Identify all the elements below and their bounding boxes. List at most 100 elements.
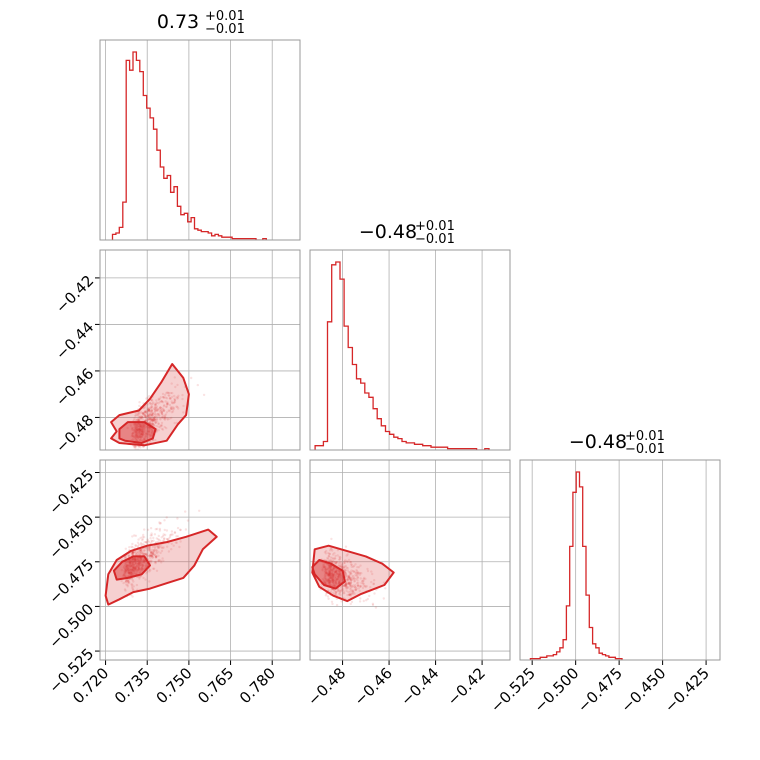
sample-dot — [156, 552, 159, 555]
sample-dot — [144, 552, 147, 556]
sample-dot — [326, 578, 329, 581]
sample-dot — [142, 411, 146, 415]
sample-dot — [333, 576, 337, 579]
x-tick-label: 0.735 — [111, 664, 154, 707]
sample-dot — [323, 576, 326, 579]
sample-dot — [339, 590, 342, 593]
sample-dot — [142, 535, 146, 539]
sample-dot — [132, 561, 135, 564]
sample-dot — [331, 573, 335, 577]
sample-dot — [344, 585, 348, 589]
sample-dot — [151, 552, 155, 555]
sample-dot — [147, 417, 150, 421]
sample-dot — [324, 574, 327, 578]
sample-dot — [349, 588, 352, 591]
sample-dot — [329, 574, 332, 577]
sample-dot — [136, 434, 139, 437]
sample-dot — [350, 600, 354, 604]
sample-dot — [349, 579, 353, 582]
sample-dot — [331, 584, 335, 588]
sample-dot — [147, 413, 150, 416]
sample-dot — [126, 583, 129, 587]
sample-dot — [136, 438, 139, 442]
sample-dot — [358, 573, 362, 576]
sample-dot — [126, 564, 129, 567]
sample-dot — [334, 560, 337, 564]
sample-dot — [132, 572, 136, 575]
sample-dot — [331, 568, 335, 571]
sample-dot — [127, 571, 131, 575]
sample-dot — [165, 529, 169, 532]
sample-dot — [136, 436, 139, 439]
sample-dot — [141, 416, 145, 419]
sample-dot — [134, 560, 137, 563]
sample-dot — [347, 575, 350, 578]
panel-title-lower-error: −0.01 — [415, 232, 455, 247]
x-tick-label: −0.425 — [661, 664, 713, 716]
sample-dot — [328, 572, 331, 575]
sample-dot — [137, 418, 140, 421]
sample-dot — [134, 562, 137, 565]
sample-dot — [158, 401, 161, 404]
sample-dot — [138, 550, 141, 554]
sample-dot — [351, 589, 354, 592]
sample-dot — [160, 399, 163, 403]
sample-dot — [138, 422, 141, 426]
sample-dot — [352, 591, 355, 594]
sample-dot — [138, 415, 141, 419]
sample-dot — [356, 566, 359, 569]
sample-dot — [134, 427, 137, 430]
sample-dot — [133, 534, 136, 537]
sample-dot — [175, 541, 178, 544]
sample-dot — [327, 574, 331, 577]
sample-dot — [163, 528, 166, 532]
sample-dot — [152, 539, 155, 542]
sample-dot — [130, 573, 133, 577]
sample-dot — [338, 581, 341, 584]
sample-dot — [137, 418, 141, 422]
sample-dot — [158, 410, 162, 413]
sample-dot — [151, 419, 154, 422]
sample-dot — [134, 452, 136, 454]
sample-dot — [338, 589, 341, 592]
sample-dot — [349, 572, 353, 575]
sample-dot — [357, 587, 360, 590]
sample-dot — [347, 593, 351, 596]
sample-dot — [330, 537, 333, 541]
sample-dot — [339, 561, 342, 564]
sample-dot — [154, 439, 157, 442]
sample-dot — [134, 445, 137, 449]
sample-dot — [133, 557, 137, 560]
sample-dot — [135, 418, 138, 422]
panel-title-upper-error: +0.01 — [625, 429, 665, 444]
sample-dot — [135, 434, 138, 437]
sample-dot — [132, 566, 135, 569]
sample-dot — [145, 540, 148, 544]
sample-dot — [151, 414, 154, 417]
sample-dot — [129, 573, 132, 576]
sample-dot — [147, 415, 150, 418]
sample-dot — [343, 560, 346, 563]
sample-dot — [332, 568, 336, 571]
sample-dot — [335, 579, 338, 582]
sample-dot — [368, 594, 371, 598]
sample-dot — [352, 564, 356, 568]
sample-dot — [330, 572, 334, 575]
sample-dot — [335, 560, 339, 564]
sample-dot — [330, 570, 334, 573]
sample-dot — [143, 552, 147, 555]
sample-dot — [329, 576, 332, 579]
sample-dot — [130, 564, 134, 568]
sample-dot — [322, 565, 326, 568]
sample-dot — [127, 562, 130, 565]
sample-dot — [160, 549, 164, 553]
sample-dot — [338, 558, 341, 561]
sample-dot — [139, 425, 142, 428]
sample-dot — [136, 429, 139, 432]
sample-dot — [327, 571, 331, 574]
sample-dot — [125, 583, 128, 586]
sample-dot — [354, 563, 357, 566]
sample-dot — [138, 430, 142, 433]
sample-dot — [134, 437, 137, 441]
sample-dot — [147, 539, 150, 543]
